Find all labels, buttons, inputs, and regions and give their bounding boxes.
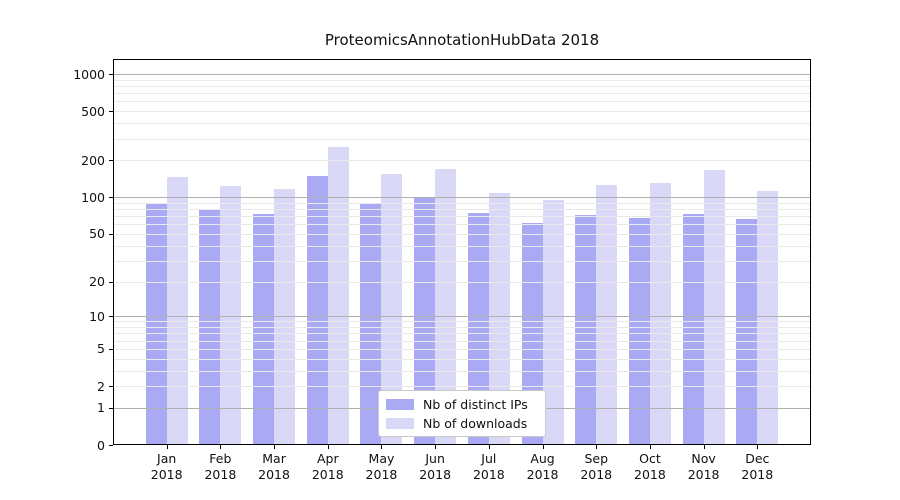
x-tick-label: Apr 2018 bbox=[311, 451, 344, 482]
legend-swatch-distinct-ips bbox=[386, 398, 414, 410]
x-tick-mark bbox=[757, 445, 759, 449]
plot-area bbox=[109, 59, 811, 449]
x-tick-label: Feb 2018 bbox=[204, 451, 237, 482]
minor-gridline bbox=[113, 160, 811, 162]
y-tick-mark bbox=[109, 233, 113, 235]
bar-downloads bbox=[166, 177, 188, 445]
y-tick-mark bbox=[109, 197, 113, 199]
bar-distinct-ips bbox=[145, 203, 167, 445]
minor-gridline bbox=[113, 79, 811, 81]
bar-downloads bbox=[220, 186, 242, 445]
bar-downloads bbox=[327, 146, 349, 445]
y-tick-label: 1 bbox=[97, 400, 105, 416]
bar-downloads bbox=[596, 184, 618, 445]
bar-downloads bbox=[435, 168, 457, 445]
bar-distinct-ips bbox=[575, 215, 597, 445]
minor-gridline bbox=[113, 93, 811, 95]
y-tick-label: 200 bbox=[81, 152, 105, 168]
x-tick-mark bbox=[596, 445, 598, 449]
x-tick-mark bbox=[220, 445, 222, 449]
y-tick-mark bbox=[109, 111, 113, 113]
y-tick-mark bbox=[109, 160, 113, 162]
bar-downloads bbox=[703, 170, 725, 445]
x-tick-label: Sep 2018 bbox=[580, 451, 613, 482]
x-tick-mark bbox=[274, 445, 276, 449]
x-tick-label: Oct 2018 bbox=[634, 451, 666, 482]
y-tick-label: 0 bbox=[97, 437, 105, 453]
x-tick-label: Dec 2018 bbox=[741, 451, 774, 482]
x-tick-label: Jan 2018 bbox=[150, 451, 183, 482]
major-gridline bbox=[113, 74, 811, 75]
legend-row: Nb of distinct IPs bbox=[386, 397, 537, 412]
minor-gridline bbox=[113, 85, 811, 87]
bar-distinct-ips bbox=[360, 203, 382, 445]
y-tick-label: 2 bbox=[97, 378, 105, 394]
y-tick-label: 10 bbox=[89, 308, 105, 324]
bar-distinct-ips bbox=[414, 197, 436, 445]
y-tick-mark bbox=[109, 348, 113, 350]
x-tick-mark bbox=[649, 445, 651, 449]
bar-downloads bbox=[488, 192, 510, 445]
legend-row: Nb of downloads bbox=[386, 416, 537, 431]
bar-downloads bbox=[757, 191, 779, 445]
x-tick-label: Aug 2018 bbox=[526, 451, 559, 482]
y-tick-mark bbox=[109, 407, 113, 409]
bar-distinct-ips bbox=[199, 209, 221, 445]
y-tick-label: 100 bbox=[81, 189, 105, 205]
x-tick-label: Jun 2018 bbox=[419, 451, 452, 482]
bar-distinct-ips bbox=[628, 217, 650, 445]
minor-gridline bbox=[113, 123, 811, 125]
y-tick-mark bbox=[109, 386, 113, 387]
minor-gridline bbox=[113, 111, 811, 113]
x-tick-mark bbox=[542, 445, 544, 449]
x-tick-mark bbox=[166, 445, 168, 449]
legend-label: Nb of distinct IPs bbox=[423, 396, 528, 412]
bar-downloads bbox=[381, 173, 403, 445]
y-tick-mark bbox=[109, 281, 113, 283]
x-tick-mark bbox=[488, 445, 490, 449]
bar-distinct-ips bbox=[467, 213, 489, 445]
y-tick-label: 5 bbox=[97, 341, 105, 357]
minor-gridline bbox=[113, 138, 811, 140]
legend-label: Nb of downloads bbox=[423, 415, 528, 431]
x-tick-mark bbox=[435, 445, 437, 449]
y-tick-mark bbox=[109, 74, 113, 75]
bar-distinct-ips bbox=[253, 213, 275, 445]
bar-distinct-ips bbox=[306, 175, 328, 445]
y-tick-label: 500 bbox=[81, 103, 105, 119]
bar-distinct-ips bbox=[736, 219, 758, 445]
y-tick-mark bbox=[109, 445, 113, 446]
x-tick-label: May 2018 bbox=[365, 451, 398, 482]
x-tick-mark bbox=[327, 445, 329, 449]
bar-downloads bbox=[649, 183, 671, 445]
legend: Nb of distinct IPs Nb of downloads bbox=[378, 390, 546, 437]
x-tick-label: Jul 2018 bbox=[472, 451, 505, 482]
bar-distinct-ips bbox=[682, 213, 704, 445]
x-tick-mark bbox=[703, 445, 705, 449]
y-tick-label: 1000 bbox=[73, 66, 105, 82]
y-tick-label: 50 bbox=[89, 226, 105, 242]
chart-title: ProteomicsAnnotationHubData 2018 bbox=[324, 31, 600, 49]
y-tick-label: 20 bbox=[89, 274, 105, 289]
x-tick-label: Nov 2018 bbox=[687, 451, 720, 482]
bar-downloads bbox=[274, 189, 296, 445]
y-tick-mark bbox=[109, 316, 113, 318]
x-tick-mark bbox=[381, 445, 383, 449]
minor-gridline bbox=[113, 101, 811, 103]
x-tick-label: Mar 2018 bbox=[258, 451, 290, 482]
legend-swatch-downloads bbox=[386, 417, 414, 429]
